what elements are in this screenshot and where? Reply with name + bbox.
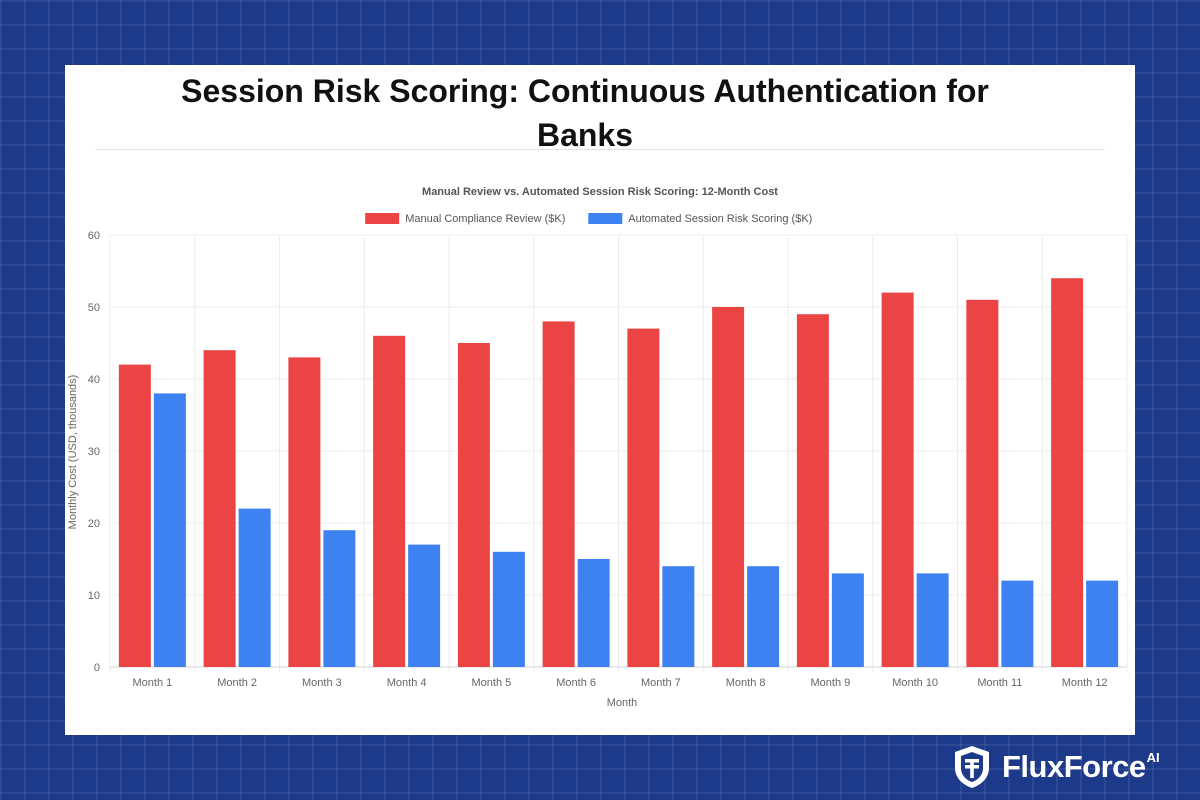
legend-swatch-automated	[588, 213, 623, 224]
bar-manual	[712, 307, 745, 667]
bar-automated	[153, 393, 186, 667]
bar-chart: Manual Review vs. Automated Session Risk…	[67, 186, 1128, 709]
y-tick-label: 60	[88, 230, 100, 242]
bar-manual	[288, 357, 321, 667]
brand-name: FluxForce	[1002, 749, 1146, 784]
bar-manual	[542, 321, 575, 667]
legend-label-automated: Automated Session Risk Scoring ($K)	[628, 213, 812, 225]
y-tick-label: 20	[88, 518, 100, 530]
x-tick-label: Month 1	[133, 677, 173, 689]
x-tick-label: Month 6	[556, 677, 596, 689]
y-axis-ticks: 0 10 20 30 40 50 60	[88, 230, 100, 674]
bar-automated	[662, 566, 695, 667]
y-tick-label: 30	[88, 446, 100, 458]
title-divider	[95, 149, 1105, 150]
bar-automated	[747, 566, 780, 667]
chart-grid	[109, 234, 1128, 673]
brand-logo: FluxForce AI	[952, 742, 1160, 792]
legend-swatch-manual	[365, 213, 400, 224]
x-tick-label: Month 9	[811, 677, 851, 689]
bar-manual	[457, 343, 490, 667]
bar-manual	[796, 314, 829, 667]
x-tick-label: Month 8	[726, 677, 766, 689]
bar-automated	[916, 573, 949, 667]
legend-label-manual: Manual Compliance Review ($K)	[405, 213, 565, 225]
y-tick-label: 40	[88, 374, 100, 386]
bar-manual	[203, 350, 236, 667]
bar-manual	[373, 335, 406, 667]
bar-automated	[577, 559, 610, 667]
bar-automated	[1086, 580, 1119, 667]
page-title: Session Risk Scoring: Continuous Authent…	[181, 73, 989, 153]
chart-bars	[118, 278, 1119, 667]
bar-manual	[966, 299, 999, 667]
x-axis-ticks: Month 1 Month 2 Month 3 Month 4 Month 5 Month…	[133, 677, 1108, 689]
shield-logo-icon	[955, 746, 989, 788]
bar-automated	[408, 544, 441, 667]
x-tick-label: Month 11	[977, 677, 1022, 689]
x-axis-label: Month	[607, 697, 638, 709]
y-tick-label: 10	[88, 590, 100, 602]
bar-automated	[238, 508, 271, 667]
x-tick-label: Month 5	[472, 677, 512, 689]
x-tick-label: Month 3	[302, 677, 342, 689]
x-tick-label: Month 10	[892, 677, 938, 689]
chart-card: Session Risk Scoring: Continuous Authent…	[65, 65, 1135, 735]
chart-title: Manual Review vs. Automated Session Risk…	[422, 186, 778, 198]
bar-manual	[627, 328, 660, 667]
y-tick-label: 0	[94, 662, 100, 674]
bar-automated	[1001, 580, 1034, 667]
chart-legend: Manual Compliance Review ($K) Automated S…	[365, 213, 812, 225]
bar-manual	[1051, 278, 1084, 667]
bar-automated	[831, 573, 864, 667]
y-tick-label: 50	[88, 302, 100, 314]
bar-automated	[323, 530, 356, 667]
brand-suffix: AI	[1146, 750, 1160, 765]
bar-manual	[118, 364, 151, 667]
x-tick-label: Month 2	[217, 677, 257, 689]
x-tick-label: Month 7	[641, 677, 681, 689]
bar-automated	[492, 551, 525, 667]
y-axis-label: Monthly Cost (USD, thousands)	[67, 375, 79, 530]
x-tick-label: Month 4	[387, 677, 427, 689]
x-tick-label: Month 12	[1062, 677, 1108, 689]
bar-manual	[881, 292, 914, 667]
